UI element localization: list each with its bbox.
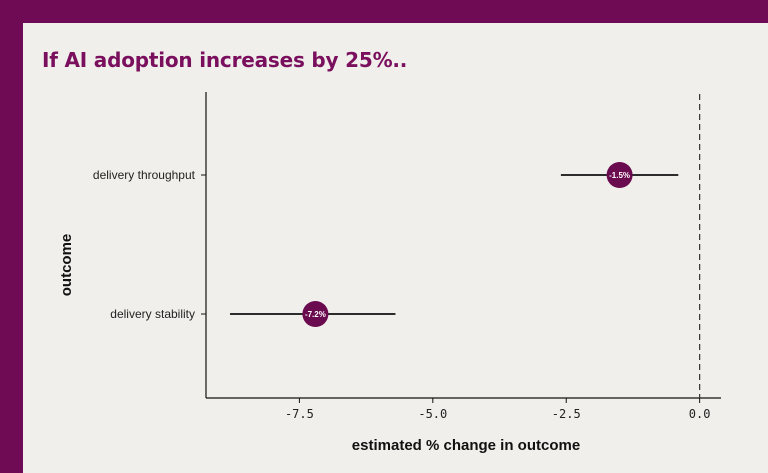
estimate-data-label: -7.2%: [305, 310, 326, 319]
estimate-point: [302, 301, 329, 327]
x-tick-label: -5.0: [418, 407, 447, 421]
y-axis-title: outcome: [58, 234, 75, 297]
x-axis-title: estimated % change in outcome: [352, 437, 580, 454]
estimate-point: [606, 162, 633, 188]
chart-title: If AI adoption increases by 25%..: [42, 48, 408, 72]
x-tick-label: 0.0: [689, 407, 711, 421]
x-tick-label: -2.5: [552, 407, 581, 421]
x-tick-label: -7.5: [285, 407, 314, 421]
y-category-label: delivery stability: [110, 307, 195, 321]
estimate-data-label: -1.5%: [609, 171, 630, 180]
y-category-label: delivery throughput: [93, 168, 196, 182]
